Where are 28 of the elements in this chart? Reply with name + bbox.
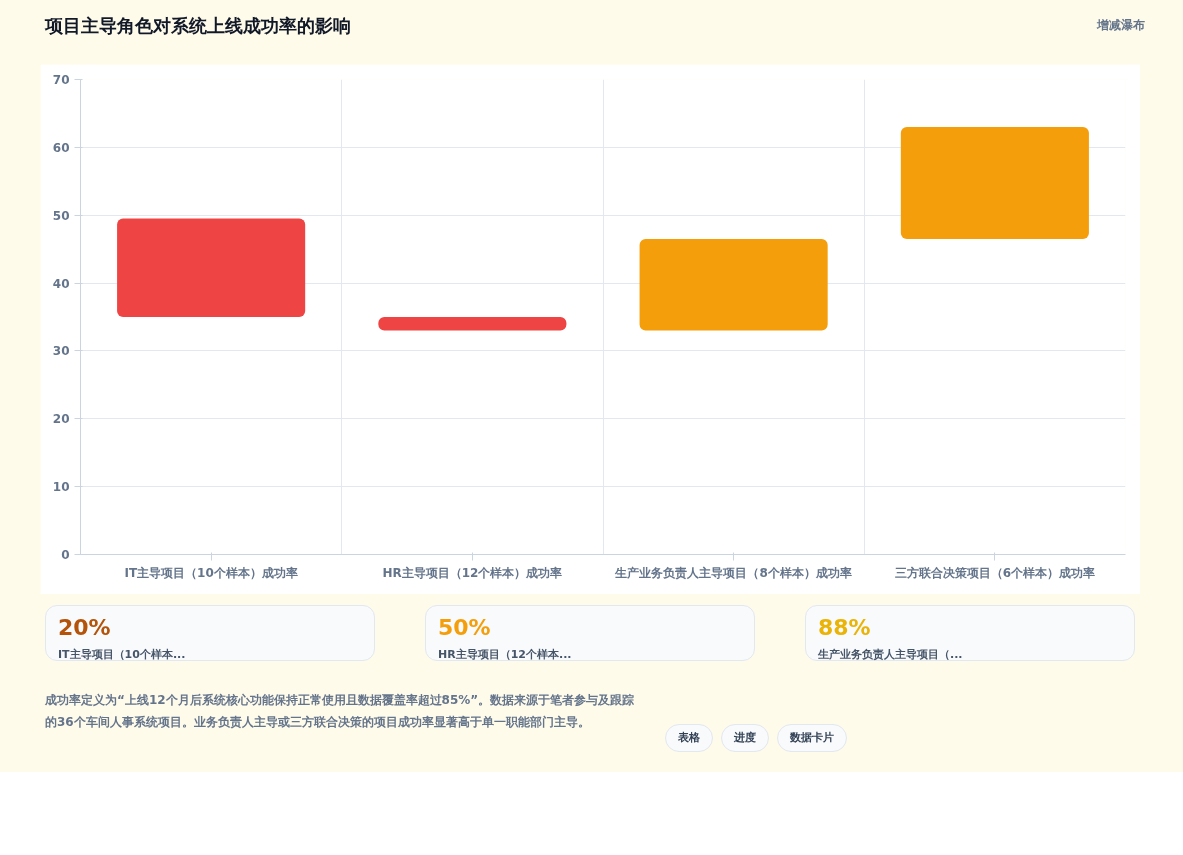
y-tick-label: 50	[52, 208, 70, 223]
x-tick-label: 生产业务负责人主导项目（8个样本）成功率	[614, 565, 852, 580]
text: 生产业务负责人主导项目（...	[818, 647, 964, 664]
text: 数据卡片	[777, 724, 847, 752]
text: IT主导项目（10个样本...	[58, 647, 187, 664]
chart-subtitle: 增减瀑布	[1097, 17, 1145, 35]
text: 88%	[818, 614, 872, 642]
chart-title: 项目主导角色对系统上线成功率的影响	[45, 14, 351, 38]
text: 进度	[721, 724, 769, 752]
y-tick-label: 60	[52, 140, 70, 155]
y-tick-label: 70	[52, 73, 70, 87]
bar	[900, 127, 1089, 239]
y-tick-label: 0	[61, 548, 70, 562]
text: 成功率定义为“上线12个月后系统核心功能保持正常使用且数据覆盖率超过85%”。数据来源于笔者参与及跟踪的36个车间人事系统项目。业务负责人主导或三方联合决策的项目成功率显著高于单一职能部门主导。	[45, 692, 636, 731]
y-tick-label: 30	[52, 344, 70, 359]
text: HR主导项目（12个样本...	[438, 647, 573, 664]
bar	[639, 238, 828, 331]
bar	[378, 317, 567, 331]
x-tick-label: HR主导项目（12个样本）成功率	[382, 565, 563, 580]
y-tick-label: 20	[52, 412, 70, 427]
y-tick-label: 40	[52, 276, 70, 291]
text: 50%	[438, 614, 492, 642]
text: 表格	[665, 724, 713, 752]
x-tick-label: IT主导项目（10个样本）成功率	[124, 565, 298, 580]
x-tick-label: 三方联合决策项目（6个样本）成功率	[894, 565, 1096, 580]
y-tick-label: 10	[52, 480, 70, 495]
text: 20%	[58, 614, 112, 642]
bar	[117, 218, 306, 317]
